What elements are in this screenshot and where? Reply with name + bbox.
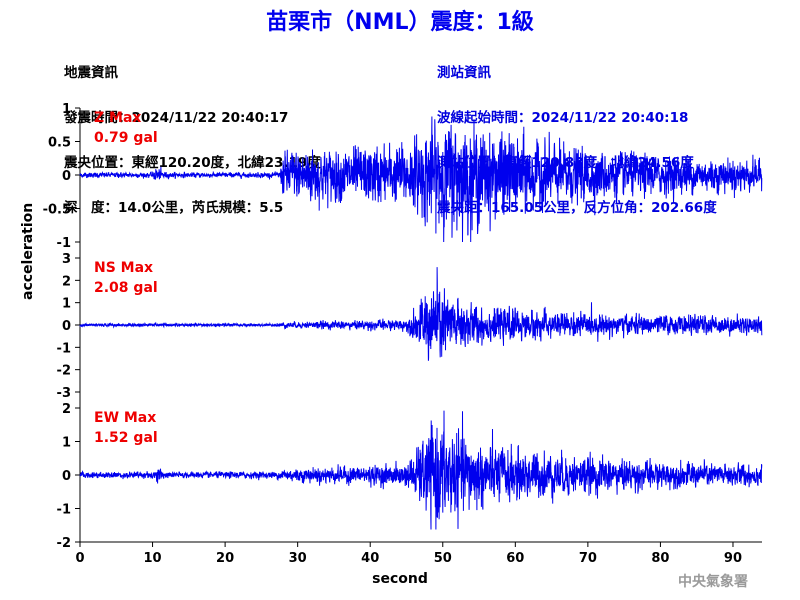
z-max-value: 0.79 gal <box>94 130 158 146</box>
ns-waveform <box>79 267 763 361</box>
x-tick-label: 70 <box>579 551 597 566</box>
x-axis-label: second <box>372 571 428 587</box>
x-tick-label: 90 <box>724 551 742 566</box>
earthquake-info-heading: 地震資訊 <box>64 65 118 81</box>
ew-panel-label: EW Max 1.52 gal <box>94 408 158 448</box>
ew-y-tick-label: 1 <box>62 436 71 451</box>
z-y-tick-label: 0.5 <box>48 136 71 151</box>
ew-max-value: 1.52 gal <box>94 430 158 446</box>
ns-y-tick-label: -2 <box>57 364 71 379</box>
page-title: 苗栗市（NML）震度：1級 <box>266 10 534 35</box>
ew-y-tick-label: -1 <box>57 503 71 518</box>
ns-y-tick-label: 2 <box>62 274 71 289</box>
z-panel-label: Z Max 0.79 gal <box>94 108 158 148</box>
z-y-tick-label: -1 <box>57 236 71 251</box>
ns-y-tick-label: 0 <box>62 319 71 334</box>
ns-y-tick-label: 3 <box>62 252 71 267</box>
ns-max-value: 2.08 gal <box>94 280 158 296</box>
ns-max-title: NS Max <box>94 260 154 276</box>
ew-max-title: EW Max <box>94 410 157 426</box>
ew-y-tick-label: 2 <box>62 402 71 417</box>
earthquake-info: 地震資訊 發震時間：2024/11/22 20:40:17 震央位置：東經120… <box>64 36 321 231</box>
y-axis-label: acceleration <box>20 202 36 300</box>
origin-time: 發震時間：2024/11/22 20:40:17 <box>64 110 289 126</box>
station-info-heading: 測站資訊 <box>437 65 491 81</box>
waveform-start-time: 波線起始時間：2024/11/22 20:40:18 <box>437 110 689 126</box>
ns-y-tick-label: -3 <box>57 386 71 401</box>
x-tick-label: 10 <box>144 551 162 566</box>
z-y-tick-label: 0 <box>62 169 71 184</box>
agency-name: 中央氣象署 <box>678 574 748 590</box>
z-max-title: Z Max <box>94 110 142 126</box>
epicenter-location: 震央位置：東經120.20度，北緯23.19度 <box>64 155 321 171</box>
depth-magnitude: 深 度：14.0公里，芮氏規模：5.5 <box>64 200 284 216</box>
x-tick-label: 60 <box>506 551 524 566</box>
x-tick-label: 0 <box>75 551 84 566</box>
epicentral-distance: 震央距：165.05公里，反方位角：202.66度 <box>437 200 717 216</box>
z-y-tick-label: -0.5 <box>43 203 71 218</box>
x-tick-label: 30 <box>289 551 307 566</box>
x-tick-label: 50 <box>434 551 452 566</box>
x-tick-label: 20 <box>216 551 234 566</box>
ns-y-tick-label: 1 <box>62 297 71 312</box>
z-y-tick-label: 1 <box>62 102 71 117</box>
z-waveform <box>79 116 763 243</box>
ns-y-tick-label: -1 <box>57 341 71 356</box>
ew-y-tick-label: 0 <box>62 469 71 484</box>
x-tick-label: 40 <box>361 551 379 566</box>
x-tick-label: 80 <box>651 551 669 566</box>
ns-panel-label: NS Max 2.08 gal <box>94 258 158 298</box>
ew-y-tick-label: -2 <box>57 536 71 551</box>
ew-waveform <box>79 410 763 530</box>
